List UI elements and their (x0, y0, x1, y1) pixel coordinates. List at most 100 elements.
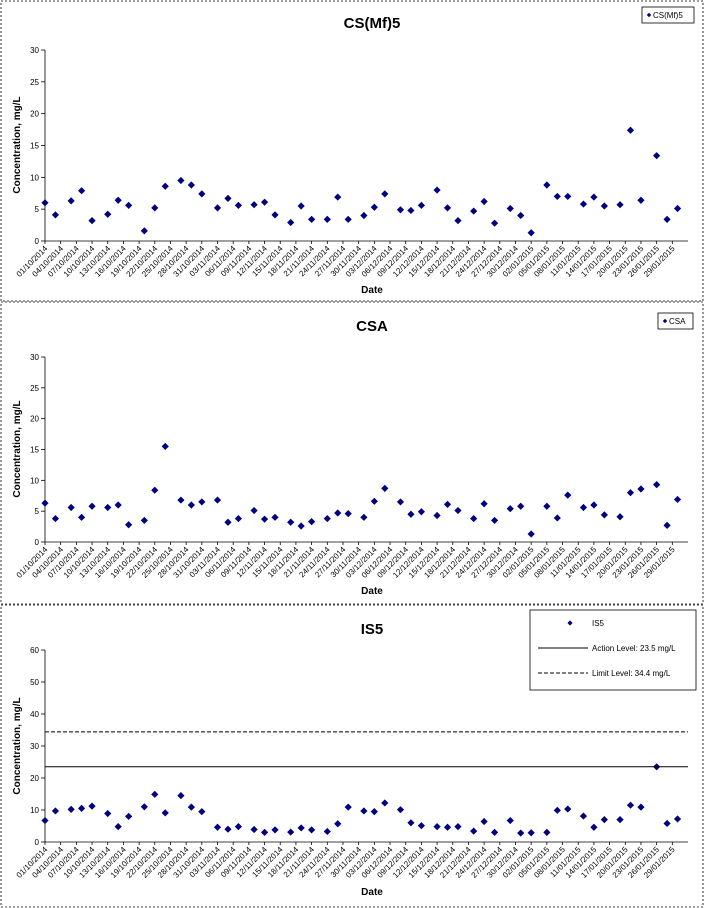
data-point (637, 803, 645, 811)
data-point (77, 187, 86, 195)
data-point (234, 201, 243, 209)
data-point (490, 516, 499, 525)
data-point (308, 826, 316, 834)
data-point (234, 823, 243, 831)
data-point (626, 801, 635, 809)
data-point (417, 822, 425, 830)
y-axis-label: Concentration, mg/L (12, 697, 23, 794)
data-point (527, 229, 535, 237)
data-point (260, 515, 269, 523)
data-point (517, 829, 525, 837)
data-point (480, 197, 488, 206)
data-point (334, 820, 342, 828)
data-point (51, 514, 60, 523)
data-point (579, 503, 588, 512)
data-point (161, 809, 169, 817)
data-point (88, 502, 96, 510)
data-point (260, 198, 269, 206)
data-point (470, 827, 478, 835)
data-point (433, 186, 441, 194)
data-point (234, 514, 243, 523)
data-point (67, 805, 75, 813)
legend-box (641, 6, 695, 24)
chart-panel-csa: CSA05101520253001/10/201404/10/201407/10… (0, 301, 704, 605)
data-point (114, 823, 122, 831)
data-point (41, 199, 49, 207)
data-point (360, 513, 368, 521)
y-tick-label: 60 (30, 646, 39, 655)
data-point (344, 215, 352, 223)
legend: CS(Mf)5 (641, 6, 695, 24)
data-point (308, 518, 316, 526)
y-axis-label: Concentration, mg/L (12, 96, 23, 193)
data-point (161, 442, 169, 451)
data-point (600, 816, 608, 824)
data-point (177, 496, 185, 504)
data-point (151, 486, 159, 494)
data-point (187, 181, 195, 189)
y-axis-label: Concentration, mg/L (12, 400, 23, 497)
y-tick-label: 15 (30, 446, 39, 455)
data-point (653, 152, 661, 160)
y-tick-label: 5 (35, 205, 40, 214)
y-tick-label: 25 (30, 384, 39, 393)
data-point (104, 210, 112, 218)
legend-label: Action Level: 23.5 mg/L (592, 644, 676, 653)
data-point (287, 218, 295, 227)
data-point (396, 498, 405, 506)
panel-frame (0, 0, 704, 302)
chart-panel-is5: IS5010203040506001/10/201404/10/201407/1… (0, 604, 704, 908)
data-point (653, 481, 661, 489)
data-point (543, 502, 551, 510)
legend-label: CS(Mf)5 (653, 11, 683, 20)
data-point (443, 204, 452, 212)
data-point (360, 807, 368, 815)
y-tick-label: 5 (35, 507, 40, 516)
series-points (41, 442, 682, 538)
data-point (490, 219, 499, 227)
data-point (140, 516, 148, 525)
data-point (198, 190, 206, 198)
series-points (41, 763, 682, 837)
data-point (527, 829, 535, 837)
data-point (213, 204, 222, 212)
data-point (77, 804, 86, 812)
y-tick-label: 20 (30, 415, 39, 424)
y-tick-label: 20 (30, 110, 39, 119)
y-tick-label: 50 (30, 678, 39, 687)
data-point (443, 500, 452, 508)
data-point (637, 485, 645, 493)
data-point (370, 808, 378, 816)
data-point (140, 803, 148, 811)
data-point (616, 201, 624, 209)
data-point (579, 200, 588, 208)
data-point (297, 202, 305, 210)
chart-title: CS(Mf)5 (344, 15, 401, 32)
data-point (564, 192, 572, 201)
data-point (344, 803, 352, 811)
data-point (396, 206, 405, 214)
data-point (224, 825, 232, 833)
data-point (114, 196, 122, 204)
legend: IS5 Action Level: 23.5 mg/L Limit Level: 3… (529, 609, 697, 691)
data-point (480, 817, 488, 826)
data-point (323, 514, 331, 523)
legend-marker (567, 620, 573, 626)
data-point (151, 204, 159, 212)
x-axis-label: Date (361, 285, 383, 296)
data-point (506, 204, 514, 213)
data-point (417, 201, 425, 209)
data-point (480, 500, 488, 508)
y-tick-label: 30 (30, 353, 39, 362)
data-point (564, 805, 572, 813)
x-axis-label: Date (361, 887, 383, 898)
legend-label: Limit Level: 34.4 mg/L (592, 669, 671, 678)
data-point (663, 521, 671, 529)
legend-marker (662, 318, 668, 324)
data-point (114, 501, 122, 509)
data-point (443, 823, 452, 831)
data-point (271, 513, 279, 521)
data-point (308, 215, 316, 223)
y-tick-label: 10 (30, 806, 39, 815)
data-point (564, 491, 572, 499)
